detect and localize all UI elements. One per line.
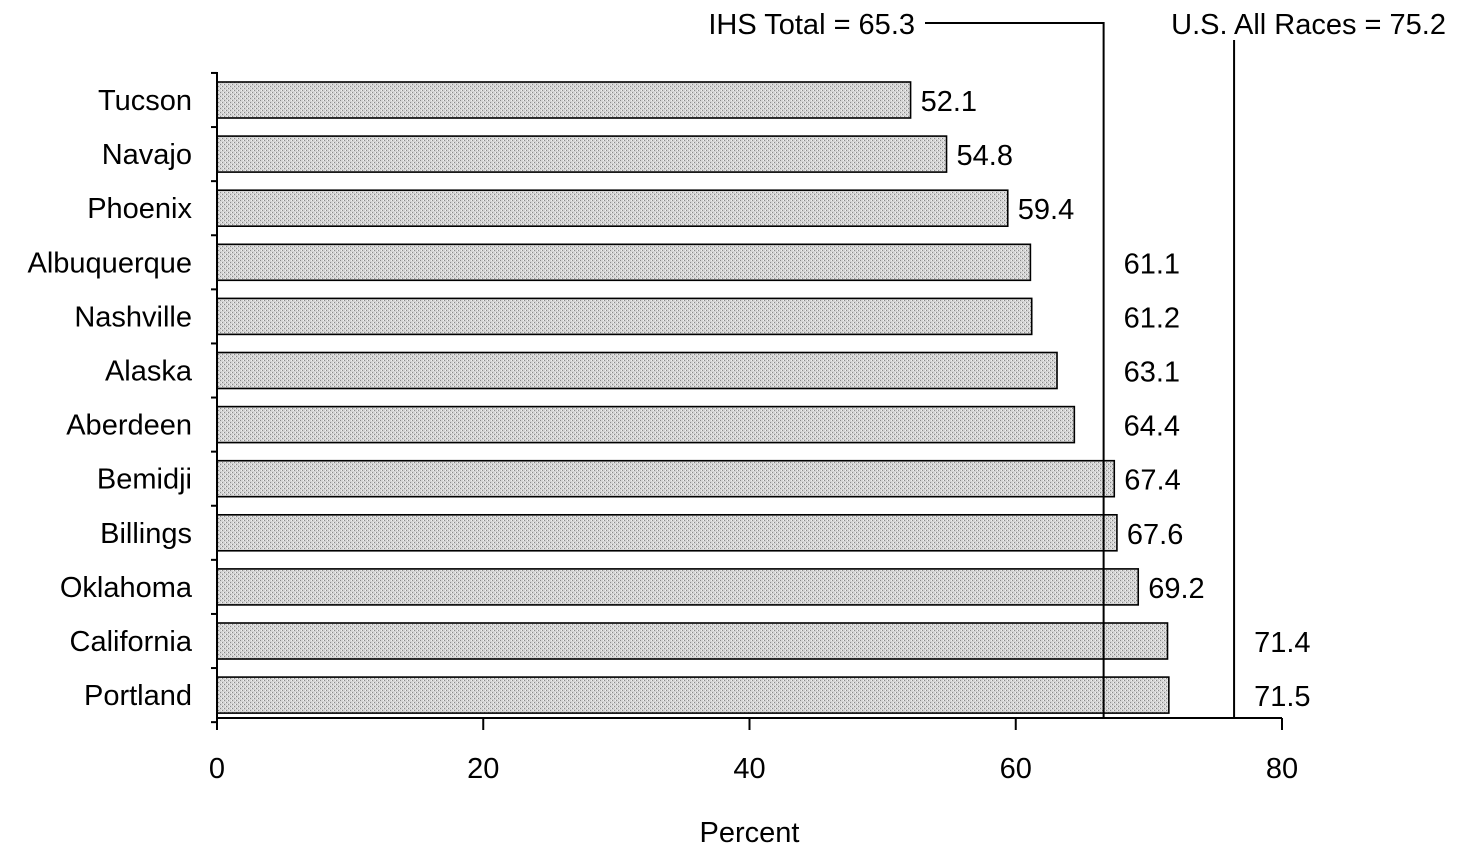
x-tick-label-80: 80 <box>1266 753 1298 785</box>
category-label-phoenix: Phoenix <box>87 193 192 225</box>
bar-portland <box>216 676 1170 714</box>
category-label-california: California <box>70 626 193 658</box>
category-label-bemidji: Bemidji <box>97 464 192 496</box>
value-label-albuquerque: 61.1 <box>1124 248 1180 280</box>
category-label-oklahoma: Oklahoma <box>60 572 193 604</box>
bar-tucson <box>216 81 912 119</box>
bar-alaska <box>216 351 1058 390</box>
axes-group <box>211 71 1283 730</box>
category-label-tucson: Tucson <box>98 85 192 117</box>
x-tick-label-0: 0 <box>209 753 225 785</box>
category-label-albuquerque: Albuquerque <box>28 247 192 279</box>
reference-lines-group <box>925 22 1236 718</box>
x-tick-label-60: 60 <box>1000 753 1032 785</box>
reference-line-ihs-total <box>925 22 1105 718</box>
reference-label-ihs-total: IHS Total = 65.3 <box>708 9 915 41</box>
bar-phoenix <box>216 189 1009 227</box>
value-label-billings: 67.6 <box>1127 519 1183 551</box>
category-label-portland: Portland <box>84 680 192 712</box>
bar-navajo <box>216 135 948 173</box>
bar-bemidji <box>216 459 1116 498</box>
x-tick-label-20: 20 <box>467 753 499 785</box>
category-label-navajo: Navajo <box>102 139 192 171</box>
bar-california <box>216 622 1169 660</box>
x-tick-label-40: 40 <box>733 753 765 785</box>
value-label-california: 71.4 <box>1254 627 1310 659</box>
value-label-portland: 71.5 <box>1254 681 1310 713</box>
category-label-billings: Billings <box>100 518 192 550</box>
bar-nashville <box>216 297 1033 336</box>
value-label-alaska: 63.1 <box>1124 357 1180 389</box>
bar-aberdeen <box>216 405 1076 444</box>
category-label-alaska: Alaska <box>105 356 193 388</box>
value-label-bemidji: 67.4 <box>1124 465 1180 497</box>
value-label-nashville: 61.2 <box>1124 302 1180 334</box>
value-label-oklahoma: 69.2 <box>1148 573 1204 605</box>
bar-oklahoma <box>216 568 1140 606</box>
bars-group <box>216 81 1170 714</box>
value-label-aberdeen: 64.4 <box>1124 411 1180 443</box>
value-label-phoenix: 59.4 <box>1018 194 1074 226</box>
labels-group: Tucson 52.1 Navajo 54.8 Phoenix 59.4 Albuquerq… <box>28 9 1446 849</box>
x-axis-title: Percent <box>700 817 800 849</box>
bar-albuquerque <box>216 243 1032 282</box>
reference-label-us-all-races: U.S. All Races = 75.2 <box>1171 9 1446 41</box>
value-label-navajo: 54.8 <box>957 140 1013 172</box>
bar-billings <box>216 513 1118 552</box>
category-label-nashville: Nashville <box>74 301 192 333</box>
category-label-aberdeen: Aberdeen <box>66 410 192 442</box>
value-label-tucson: 52.1 <box>921 86 977 118</box>
